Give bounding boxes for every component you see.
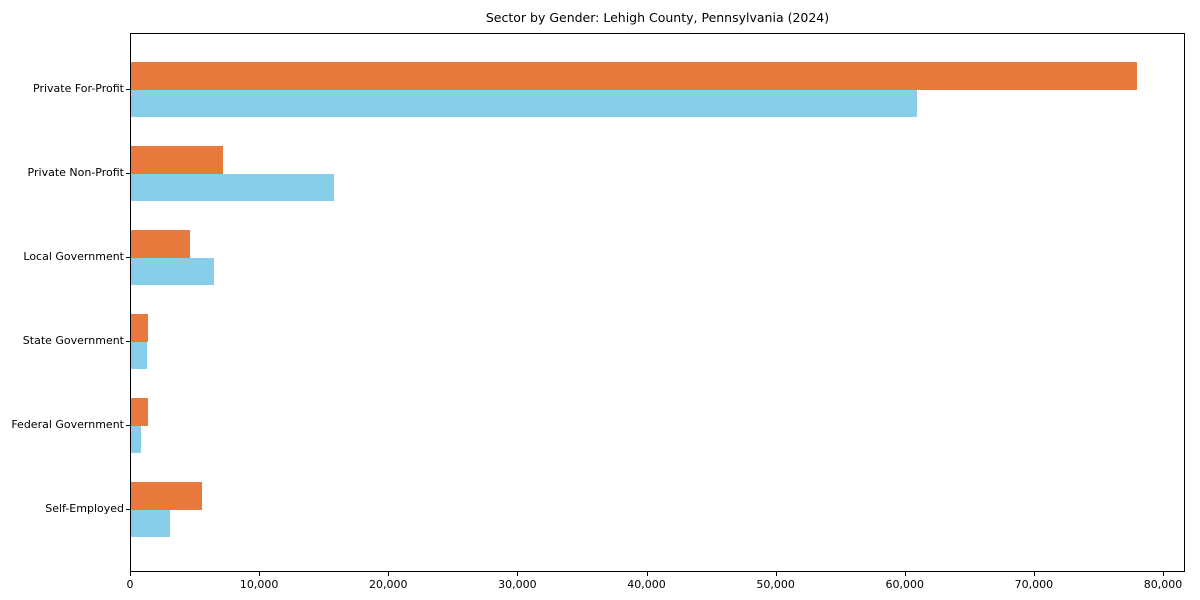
x-tick-mark [517, 572, 519, 576]
bar-female-federal-government [131, 425, 142, 453]
x-tick-mark [1163, 572, 1165, 576]
y-tick-label-federal-government: Federal Government [11, 417, 124, 431]
x-tick-label-70-000: 70,000 [1014, 578, 1054, 591]
y-tick-mark [126, 88, 130, 90]
x-tick-mark [646, 572, 648, 576]
bar-female-self-employed [131, 509, 170, 537]
y-tick-label-state-government: State Government [22, 333, 124, 347]
chart-title: Sector by Gender: Lehigh County, Pennsyl… [485, 10, 830, 25]
bar-female-local-government [131, 257, 214, 285]
x-tick-label-50-000: 50,000 [756, 578, 795, 591]
y-tick-mark [126, 256, 130, 258]
y-tick-mark [126, 508, 130, 510]
y-tick-label-self-employed: Self-Employed [45, 501, 124, 515]
x-tick-label-80-000: 80,000 [1143, 578, 1183, 591]
x-tick-label-10-000: 10,000 [239, 578, 279, 591]
y-tick-label-local-government: Local Government [23, 249, 124, 263]
x-tick-label-30-000: 30,000 [498, 578, 537, 591]
bar-male-private-for-profit [131, 62, 1137, 90]
y-tick-label-private-non-profit: Private Non-Profit [27, 165, 124, 179]
bar-male-private-non-profit [131, 146, 223, 174]
y-tick-mark [126, 172, 130, 174]
bars-layer [131, 34, 1184, 571]
x-tick-label-60-000: 60,000 [885, 578, 925, 591]
bar-female-private-non-profit [131, 173, 334, 201]
x-tick-label-20-000: 20,000 [369, 578, 408, 591]
y-tick-label-private-for-profit: Private For-Profit [33, 81, 124, 95]
x-tick-label-0: 0 [126, 578, 134, 591]
bar-female-private-for-profit [131, 89, 918, 117]
x-tick-mark [775, 572, 777, 576]
plot-area: Male Female [130, 33, 1185, 572]
x-tick-mark [1033, 572, 1035, 576]
bar-male-self-employed [131, 482, 202, 510]
x-tick-mark [130, 572, 131, 576]
bar-male-state-government [131, 314, 148, 342]
bar-male-federal-government [131, 398, 148, 426]
y-tick-mark [126, 340, 130, 342]
bar-male-local-government [131, 230, 191, 258]
bar-female-state-government [131, 341, 147, 369]
x-tick-mark [904, 572, 906, 576]
x-tick-mark [259, 572, 261, 576]
x-tick-label-40-000: 40,000 [627, 578, 666, 591]
y-tick-mark [126, 424, 130, 426]
x-tick-mark [388, 572, 390, 576]
